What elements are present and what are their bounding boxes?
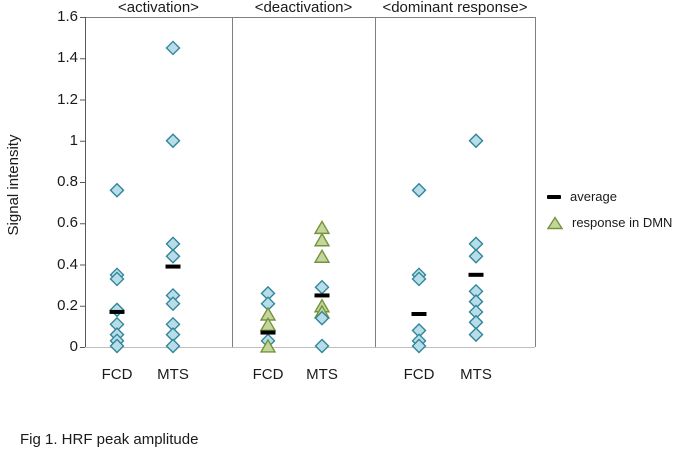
data-point-diamond xyxy=(165,248,181,264)
x-group-label: FCD xyxy=(252,366,284,383)
y-tick-label: 0.8 xyxy=(57,173,78,190)
data-point-diamond xyxy=(411,182,427,198)
data-point-triangle xyxy=(313,219,331,235)
data-point-diamond xyxy=(468,327,484,343)
average-marker xyxy=(468,272,484,277)
data-point-diamond xyxy=(109,271,125,287)
average-marker xyxy=(260,330,276,335)
data-point-diamond xyxy=(314,279,330,295)
panel-title: <dominant response> xyxy=(382,0,528,16)
data-point-diamond xyxy=(109,182,125,198)
x-group-label: FCD xyxy=(403,366,435,383)
data-point-diamond xyxy=(411,271,427,287)
average-marker xyxy=(165,264,181,269)
average-dash-icon xyxy=(547,194,561,199)
legend-label-average: average xyxy=(570,189,617,204)
y-tick-label: 1.4 xyxy=(57,49,78,67)
legend-label-dmn: response in DMN xyxy=(572,215,673,230)
data-point-diamond xyxy=(109,302,125,318)
data-point-diamond xyxy=(468,314,484,330)
legend: average response in DMN xyxy=(547,189,672,230)
data-point-diamond xyxy=(314,338,330,354)
data-point-diamond xyxy=(109,338,125,354)
data-point-triangle xyxy=(313,232,331,247)
x-group-label: FCD xyxy=(101,366,133,383)
data-point-diamond xyxy=(411,338,427,354)
x-group-label: MTS xyxy=(306,366,338,383)
data-point-diamond xyxy=(165,133,181,149)
y-tick-label: 1 xyxy=(69,131,78,149)
y-axis-title: Signal intensity xyxy=(5,134,22,236)
average-marker xyxy=(411,312,427,316)
panel-title: <deactivation> xyxy=(254,0,353,16)
data-point-diamond xyxy=(468,133,484,149)
data-point-triangle xyxy=(313,248,331,263)
y-tick-label: 1.6 xyxy=(57,8,78,25)
panel-title: <activation> xyxy=(118,0,199,16)
average-marker xyxy=(109,309,125,314)
dmn-triangle-icon xyxy=(547,215,563,229)
data-point-diamond xyxy=(165,40,181,56)
y-tick-label: 0.6 xyxy=(57,214,78,232)
data-point-diamond xyxy=(165,296,181,312)
figure-caption: Fig 1. HRF peak amplitude xyxy=(20,431,199,448)
data-point-diamond xyxy=(314,310,330,326)
data-point-diamond xyxy=(165,338,181,354)
data-point-diamond xyxy=(165,236,181,252)
data-point-triangle xyxy=(259,338,277,353)
y-tick-label: 1.2 xyxy=(57,90,78,108)
data-point-diamond xyxy=(468,236,484,252)
x-group-label: MTS xyxy=(157,366,189,383)
data-point-triangle xyxy=(259,316,277,332)
legend-item-dmn: response in DMN xyxy=(547,215,672,230)
legend-item-average: average xyxy=(547,189,672,204)
x-group-label: MTS xyxy=(460,366,492,383)
y-tick-label: 0.2 xyxy=(57,296,78,314)
average-marker xyxy=(314,293,330,298)
y-tick-label: 0 xyxy=(69,338,78,355)
y-tick-label: 0.4 xyxy=(57,255,78,273)
data-point-diamond xyxy=(468,248,484,264)
